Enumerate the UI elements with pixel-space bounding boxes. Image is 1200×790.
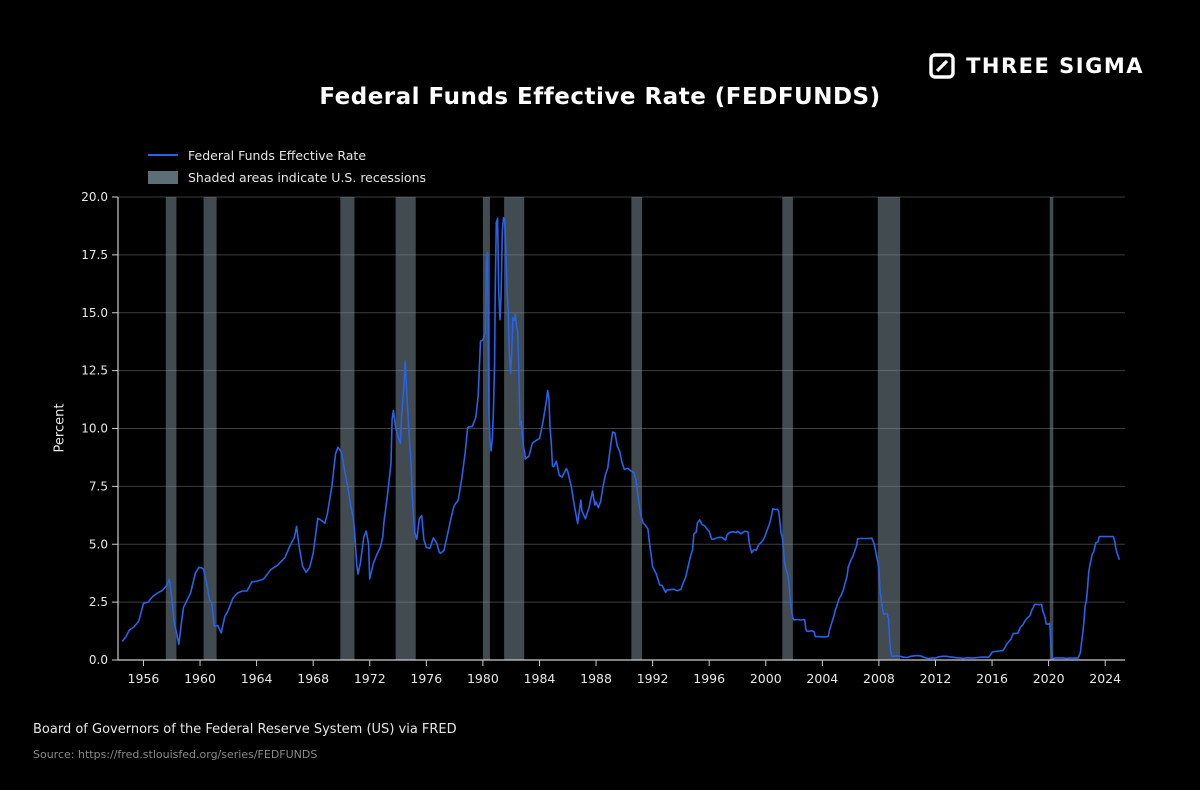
x-tick-label: 2000 (750, 671, 782, 686)
legend-item-recessions: Shaded areas indicate U.S. recessions (148, 166, 426, 188)
y-tick-label: 7.5 (89, 479, 108, 493)
x-tick-label: 1964 (241, 671, 273, 686)
x-tick-label: 2016 (976, 671, 1008, 686)
y-tick-label: 0.0 (89, 653, 108, 667)
x-tick-label: 1960 (184, 671, 216, 686)
rate-line (121, 217, 1121, 660)
recession-band (877, 197, 901, 660)
y-tick-label: 12.5 (81, 364, 108, 378)
line-swatch-icon (148, 154, 178, 156)
y-tick-label: 5.0 (89, 537, 108, 551)
data-attribution: Board of Governors of the Federal Reserv… (33, 722, 457, 737)
recession-band (631, 197, 643, 660)
x-tick-label: 2024 (1089, 671, 1121, 686)
legend-label: Federal Funds Effective Rate (188, 147, 367, 163)
recession-band (482, 197, 490, 660)
x-tick-label: 1980 (467, 671, 499, 686)
legend-item-rate: Federal Funds Effective Rate (148, 144, 426, 166)
x-tick-label: 1984 (524, 671, 556, 686)
legend-label: Shaded areas indicate U.S. recessions (188, 169, 427, 185)
y-tick-label: 2.5 (89, 595, 108, 609)
source-url: Source: https://fred.stlouisfed.org/seri… (33, 748, 318, 761)
band-swatch-icon (148, 170, 178, 184)
x-tick-label: 1988 (580, 671, 612, 686)
x-tick-label: 1996 (693, 671, 725, 686)
recession-band (340, 197, 355, 660)
x-tick-label: 2012 (920, 671, 952, 686)
x-tick-label: 1972 (354, 671, 386, 686)
recession-band (165, 197, 177, 660)
x-tick-label: 2004 (806, 671, 838, 686)
y-tick-label: 15.0 (81, 306, 108, 320)
x-tick-label: 1956 (128, 671, 160, 686)
chart-legend: Federal Funds Effective Rate Shaded area… (148, 144, 426, 188)
three-sigma-icon (929, 53, 955, 79)
y-tick-label: 20.0 (81, 190, 108, 204)
recession-band (395, 197, 416, 660)
recession-band (782, 197, 793, 660)
recession-band (504, 197, 525, 660)
recession-band (203, 197, 217, 660)
brand-logo: THREE SIGMA (928, 52, 1144, 80)
brand-name: THREE SIGMA (966, 54, 1144, 78)
x-tick-label: 2020 (1033, 671, 1065, 686)
x-tick-label: 1992 (637, 671, 669, 686)
x-tick-label: 1976 (410, 671, 442, 686)
recession-band (1049, 197, 1054, 660)
x-tick-label: 2008 (863, 671, 895, 686)
y-tick-label: 10.0 (81, 422, 108, 436)
y-tick-label: 17.5 (81, 248, 108, 262)
x-tick-label: 1968 (297, 671, 329, 686)
chart-title: Federal Funds Effective Rate (FEDFUNDS) (319, 84, 881, 110)
